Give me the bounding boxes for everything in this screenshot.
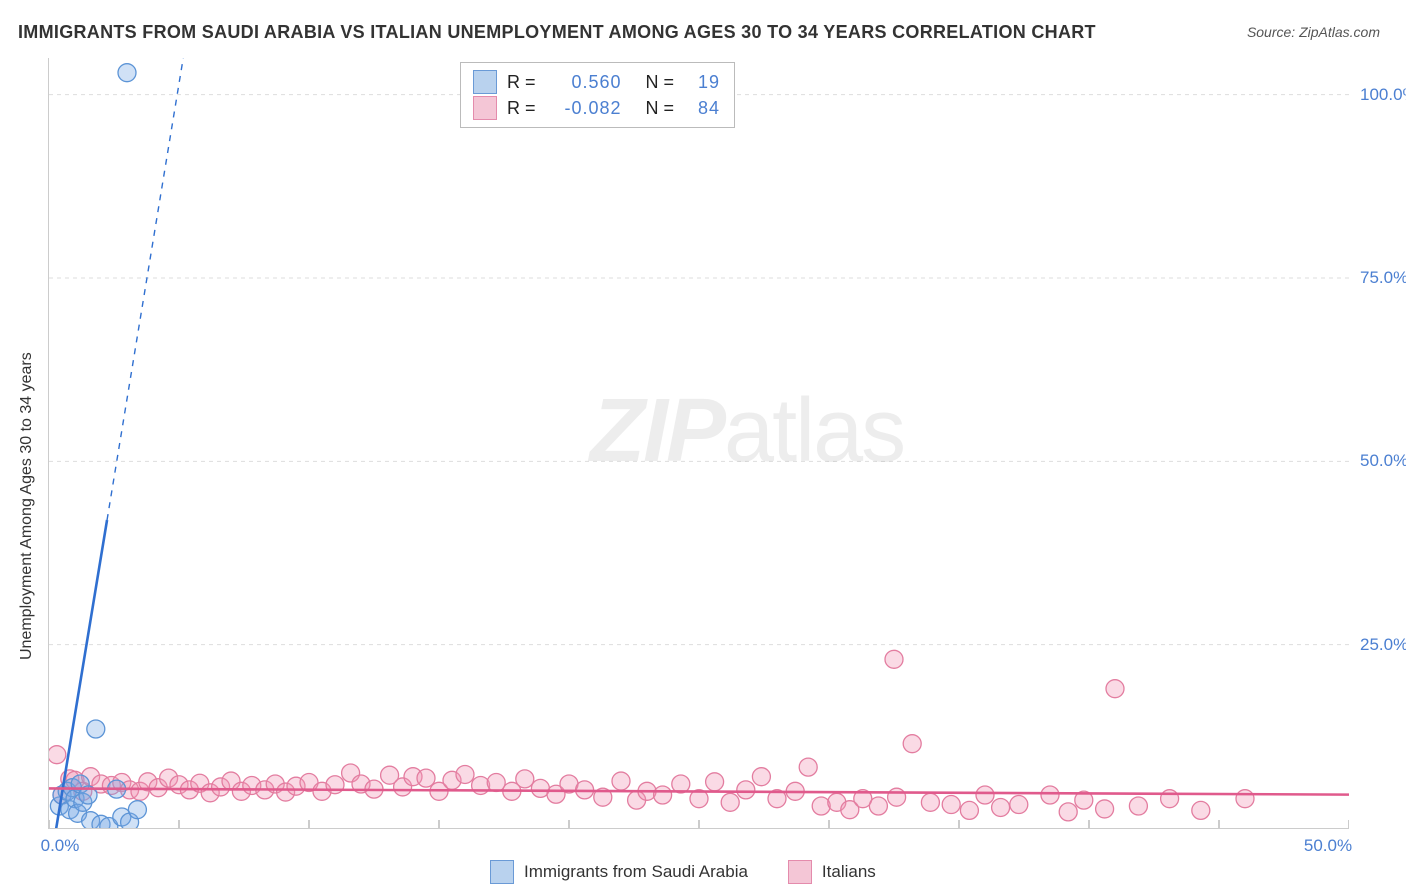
series-legend-label: Italians — [822, 862, 876, 882]
chart-title: IMMIGRANTS FROM SAUDI ARABIA VS ITALIAN … — [18, 22, 1096, 43]
legend-r-value: -0.082 — [546, 95, 622, 121]
correlation-legend: R = 0.560 N = 19 R = -0.082 N = 84 — [460, 62, 735, 128]
y-tick-label: 75.0% — [1360, 268, 1406, 288]
y-tick-label: 50.0% — [1360, 451, 1406, 471]
x-tick-label: 50.0% — [1304, 836, 1352, 856]
legend-swatch — [788, 860, 812, 884]
correlation-scatter-chart — [48, 58, 1349, 829]
y-tick-label: 25.0% — [1360, 635, 1406, 655]
legend-row: R = -0.082 N = 84 — [473, 95, 720, 121]
legend-r-value: 0.560 — [546, 69, 622, 95]
legend-r-label: R = — [507, 69, 536, 95]
x-tick-label: 0.0% — [41, 836, 80, 856]
legend-n-label: N = — [646, 95, 675, 121]
series-legend-item: Immigrants from Saudi Arabia — [490, 860, 748, 884]
source-attribution: Source: ZipAtlas.com — [1247, 24, 1380, 40]
series-legend: Immigrants from Saudi Arabia Italians — [490, 860, 876, 884]
y-tick-label: 100.0% — [1360, 85, 1406, 105]
series-legend-item: Italians — [788, 860, 876, 884]
legend-row: R = 0.560 N = 19 — [473, 69, 720, 95]
legend-swatch — [490, 860, 514, 884]
legend-swatch — [473, 70, 497, 94]
y-axis-label: Unemployment Among Ages 30 to 34 years — [18, 352, 36, 660]
legend-n-value: 84 — [684, 95, 720, 121]
legend-swatch — [473, 96, 497, 120]
series-legend-label: Immigrants from Saudi Arabia — [524, 862, 748, 882]
legend-r-label: R = — [507, 95, 536, 121]
legend-n-label: N = — [646, 69, 675, 95]
legend-n-value: 19 — [684, 69, 720, 95]
